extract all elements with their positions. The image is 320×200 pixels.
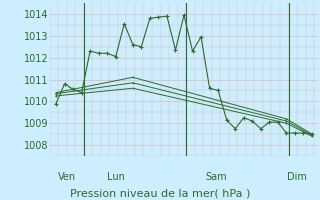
Text: Lun: Lun bbox=[107, 172, 125, 182]
Text: Ven: Ven bbox=[58, 172, 76, 182]
Text: Sam: Sam bbox=[205, 172, 227, 182]
Text: Dim: Dim bbox=[287, 172, 307, 182]
Text: Pression niveau de la mer( hPa ): Pression niveau de la mer( hPa ) bbox=[70, 188, 250, 198]
